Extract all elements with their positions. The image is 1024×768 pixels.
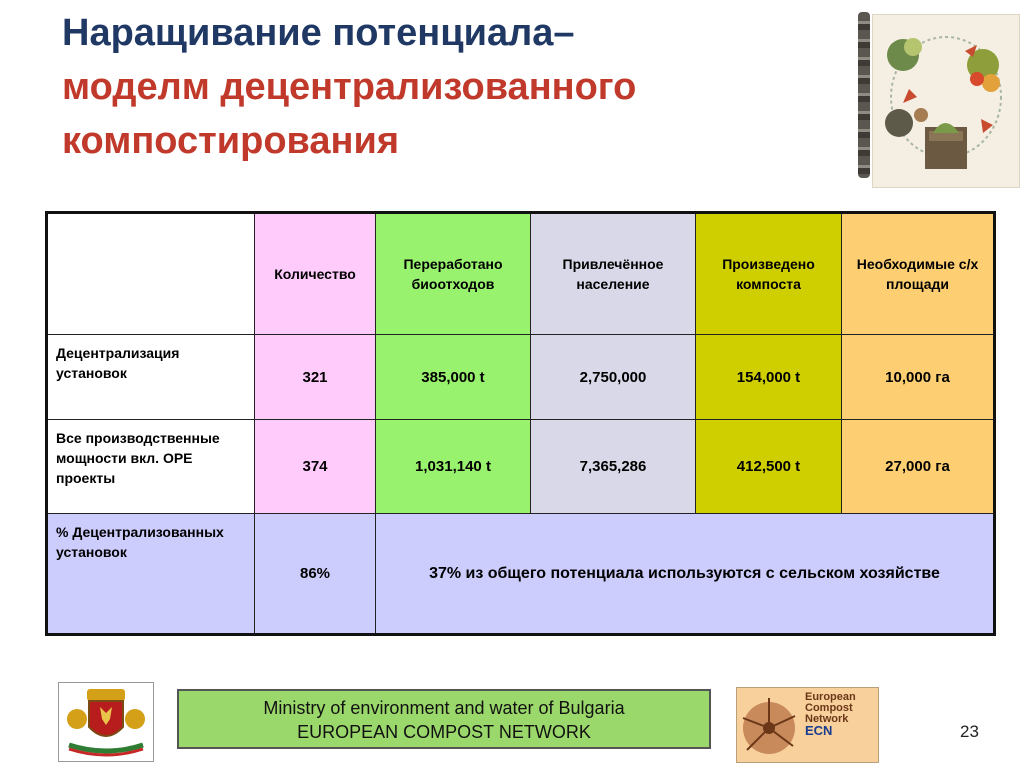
table-cell: 154,000 t: [695, 334, 842, 420]
header-cell-compost-produced: Произведено компоста: [695, 212, 842, 335]
ecn-logo: European Compost Network ECN: [736, 687, 879, 763]
header-cell-population: Привлечённое население: [530, 212, 696, 335]
row-label: Децентрализация установок: [46, 334, 255, 420]
table-cell: 374: [254, 419, 376, 514]
ministry-banner: Ministry of environment and water of Bul…: [177, 689, 711, 749]
ecn-word-european: European: [805, 691, 856, 703]
table-row: % Децентрализованных установок 86% 37% и…: [46, 513, 995, 635]
table-cell: 10,000 га: [841, 334, 995, 420]
table-header-row: Количество Переработано биоотходов Привл…: [46, 212, 995, 335]
ecn-word-compost: Compost: [805, 702, 853, 714]
table-cell: 385,000 t: [375, 334, 531, 420]
pebble-strip-image: [858, 12, 870, 178]
table-row: Все производственные мощности вкл. OPE п…: [46, 419, 995, 514]
table-cell: 321: [254, 334, 376, 420]
page-number: 23: [960, 722, 979, 741]
ecn-abbreviation: ECN: [805, 723, 833, 738]
compost-cycle-illustration: [872, 14, 1020, 188]
header-cell-agri-area: Необходимые с/х площади: [841, 212, 995, 335]
title-line-1: Наращивание потенциала–: [62, 12, 575, 54]
ecn-word-network: Network: [805, 713, 849, 725]
title-line-3: компостирования: [62, 120, 400, 162]
title-line-2: моделм децентрализованного: [62, 66, 637, 108]
header-cell-quantity: Количество: [254, 212, 376, 335]
table-cell: 412,500 t: [695, 419, 842, 514]
merged-note-cell: 37% из общего потенциала используются с …: [375, 513, 995, 635]
table-cell: 2,750,000: [530, 334, 696, 420]
ministry-name: Ministry of environment and water of Bul…: [263, 698, 625, 718]
table-row: Децентрализация установок 321 385,000 t …: [46, 334, 995, 420]
potential-table: Количество Переработано биоотходов Привл…: [45, 211, 996, 636]
table-cell: 86%: [254, 513, 376, 635]
row-label: Все производственные мощности вкл. OPE п…: [46, 419, 255, 514]
table-cell: 7,365,286: [530, 419, 696, 514]
header-cell-processed-biowaste: Переработано биоотходов: [375, 212, 531, 335]
slide-title: Наращивание потенциала– моделм децентрал…: [62, 6, 822, 168]
row-label: % Децентрализованных установок: [46, 513, 255, 635]
table-cell: 1,031,140 t: [375, 419, 531, 514]
header-cell-empty: [46, 212, 255, 335]
bulgaria-coat-of-arms-logo: [58, 682, 154, 762]
network-name: EUROPEAN COMPOST NETWORK: [297, 722, 591, 742]
table-cell: 27,000 га: [841, 419, 995, 514]
